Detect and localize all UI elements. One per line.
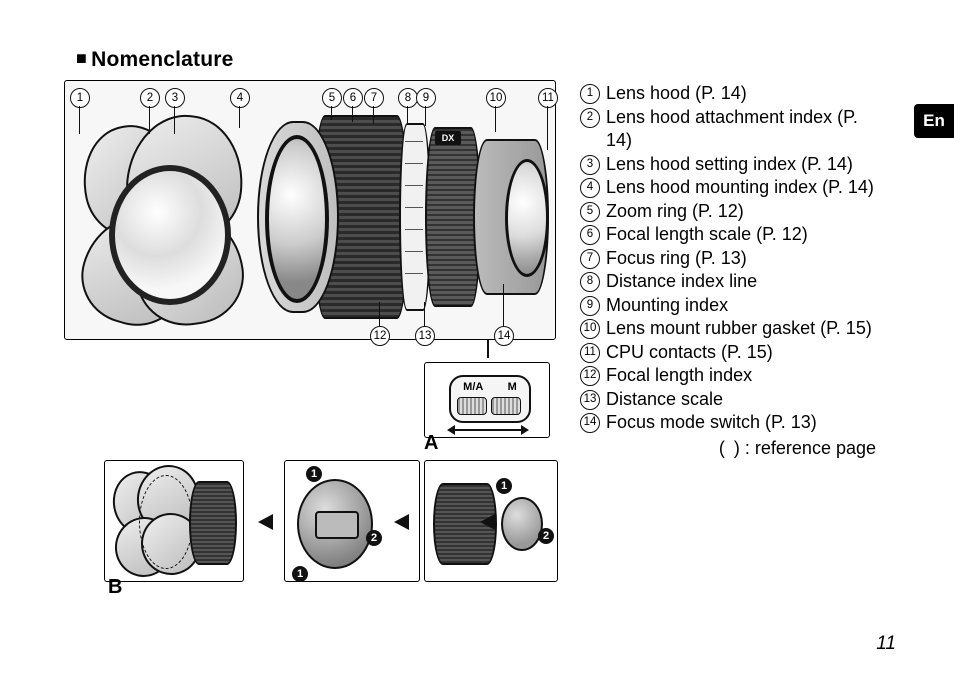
callout-1: 1 xyxy=(70,88,90,108)
lens-hood-drawing xyxy=(79,117,239,327)
list-item: 4Lens hood mounting index (P. 14) xyxy=(580,176,880,200)
callout-5: 5 xyxy=(322,88,342,108)
nomenclature-list: 1Lens hood (P. 14) 2Lens hood attachment… xyxy=(580,82,880,460)
language-tab: En xyxy=(914,104,954,138)
reference-note: ( ) : reference page xyxy=(580,437,880,461)
list-item: 1Lens hood (P. 14) xyxy=(580,82,880,106)
callout-7: 7 xyxy=(364,88,384,108)
list-item: 11CPU contacts (P. 15) xyxy=(580,341,880,365)
lens-diagram: DX xyxy=(64,80,556,340)
marker-1: 1 xyxy=(496,478,512,494)
dx-badge: DX xyxy=(435,131,461,145)
callout-12: 12 xyxy=(370,326,390,346)
lens-body-drawing: DX xyxy=(257,109,545,321)
callout-11: 11 xyxy=(538,88,558,108)
callout-8: 8 xyxy=(398,88,418,108)
arrow-left-icon xyxy=(480,514,495,530)
list-item: 2Lens hood attachment index (P. 14) xyxy=(580,106,880,153)
switch-label-ma: M/A xyxy=(463,381,483,393)
switch-label-m: M xyxy=(508,381,517,393)
callout-9: 9 xyxy=(416,88,436,108)
callout-3: 3 xyxy=(165,88,185,108)
callout-14: 14 xyxy=(494,326,514,346)
list-item: 7Focus ring (P. 13) xyxy=(580,247,880,271)
list-item: 10Lens mount rubber gasket (P. 15) xyxy=(580,317,880,341)
list-item: 14Focus mode switch (P. 13) xyxy=(580,411,880,435)
detail-a-box: M/A M xyxy=(424,362,550,438)
list-item: 3Lens hood setting index (P. 14) xyxy=(580,153,880,177)
list-item: 5Zoom ring (P. 12) xyxy=(580,200,880,224)
callout-2: 2 xyxy=(140,88,160,108)
marker-2: 2 xyxy=(366,530,382,546)
page-number: 11 xyxy=(876,633,896,655)
manual-page: ■Nomenclature En DX 1 2 3 4 5 6 7 8 9 10… xyxy=(0,0,954,677)
callout-10: 10 xyxy=(486,88,506,108)
arrow-left-icon xyxy=(394,514,409,530)
list-item: 13Distance scale xyxy=(580,388,880,412)
panel-b-hood-reverse xyxy=(104,460,244,582)
marker-1: 1 xyxy=(292,566,308,582)
list-item: 6Focal length scale (P. 12) xyxy=(580,223,880,247)
heading-square-icon: ■ xyxy=(76,48,87,69)
list-item: 9Mounting index xyxy=(580,294,880,318)
detail-b-label: B xyxy=(108,576,122,599)
detail-a-connector xyxy=(487,340,489,358)
heading-text: Nomenclature xyxy=(91,48,233,71)
callout-13: 13 xyxy=(415,326,435,346)
list-item: 8Distance index line xyxy=(580,270,880,294)
double-arrow-icon xyxy=(449,425,527,435)
arrow-left-icon xyxy=(258,514,273,530)
callout-6: 6 xyxy=(343,88,363,108)
focus-mode-switch-drawing: M/A M xyxy=(449,375,531,423)
list-item: 12Focal length index xyxy=(580,364,880,388)
section-heading: ■Nomenclature xyxy=(76,48,234,72)
callout-4: 4 xyxy=(230,88,250,108)
marker-1: 1 xyxy=(306,466,322,482)
marker-2: 2 xyxy=(538,528,554,544)
detail-a-label: A xyxy=(424,432,438,455)
